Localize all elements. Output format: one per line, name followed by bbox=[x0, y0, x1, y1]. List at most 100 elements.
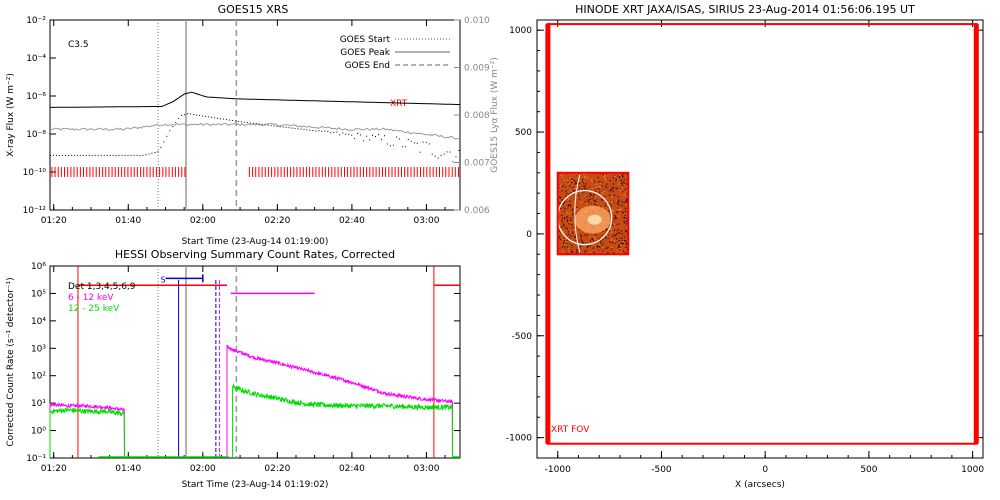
hessi-ytick-label: 10⁻¹ bbox=[26, 454, 46, 464]
xrt-image-speckle bbox=[612, 209, 614, 211]
xrt-image-speckle bbox=[596, 246, 598, 248]
xrt-image-speckle bbox=[601, 244, 603, 246]
xrt-image-speckle bbox=[570, 232, 572, 235]
xrt-image-speckle bbox=[593, 199, 595, 201]
xrt-image-speckle bbox=[572, 212, 574, 215]
xrt-image-speckle bbox=[565, 227, 567, 229]
goes-short-point bbox=[294, 127, 296, 129]
hessi-band1-series bbox=[226, 344, 453, 458]
xrt-image-speckle bbox=[609, 241, 611, 243]
xrt-image-speckle bbox=[623, 213, 625, 215]
xrt-image-speckle bbox=[572, 210, 574, 212]
xrt-image-speckle bbox=[619, 175, 621, 177]
xrt-image-speckle bbox=[589, 236, 591, 238]
xrt-image-speckle bbox=[597, 195, 599, 197]
xrt-image-speckle bbox=[600, 206, 602, 208]
xrt-image-speckle bbox=[559, 196, 561, 198]
xrt-image-speckle bbox=[598, 246, 600, 248]
xrt-image-speckle bbox=[626, 240, 628, 242]
xrt-image-speckle bbox=[578, 197, 580, 199]
xrt-xtick-label: 1000 bbox=[961, 465, 984, 475]
goes-short-point bbox=[88, 154, 90, 156]
xrt-image-speckle bbox=[614, 215, 616, 217]
xrt-image-speckle bbox=[585, 183, 587, 185]
xrt-xtick-label: 500 bbox=[860, 465, 877, 475]
xrt-image-speckle bbox=[589, 199, 591, 201]
xrt-image-speckle bbox=[619, 246, 621, 248]
goes-short-point bbox=[315, 130, 317, 132]
xrt-image-speckle bbox=[586, 177, 588, 179]
xrt-image-speckle bbox=[603, 248, 606, 250]
xrt-image-speckle bbox=[621, 233, 623, 235]
hessi-xlabel: Start Time (23-Aug-14 01:19:02) bbox=[182, 480, 329, 490]
xrt-image-speckle bbox=[567, 180, 569, 182]
xrt-image-speckle bbox=[625, 231, 627, 233]
xrt-image-speckle bbox=[597, 176, 599, 178]
xrt-image-speckle bbox=[560, 184, 562, 187]
xrt-image-speckle bbox=[579, 192, 581, 194]
xrt-image-speckle bbox=[595, 188, 597, 190]
xrt-image-speckle bbox=[589, 200, 591, 202]
xrt-image-speckle bbox=[567, 247, 569, 249]
goes-short-point bbox=[222, 118, 224, 120]
xrt-panel: HINODE XRT JAXA/ISAS, SIRIUS 23-Aug-2014… bbox=[506, 3, 985, 490]
goes-short-point bbox=[449, 151, 451, 153]
goes-short-point bbox=[276, 125, 278, 127]
xrt-image-speckle bbox=[625, 246, 627, 248]
xrt-image-speckle bbox=[558, 211, 560, 213]
goes-short-point bbox=[404, 146, 406, 148]
xrt-image-speckle bbox=[574, 181, 577, 183]
xrt-image-speckle bbox=[605, 202, 607, 204]
goes-short-point bbox=[381, 138, 382, 140]
xrt-image-speckle bbox=[571, 224, 573, 226]
xrt-image-speckle bbox=[563, 225, 565, 227]
goes-y2tick-label: 0.010 bbox=[464, 16, 490, 26]
xrt-image-speckle bbox=[563, 202, 565, 204]
xrt-image-speckle bbox=[601, 182, 603, 184]
xrt-image-speckle bbox=[564, 233, 566, 235]
xrt-image-speckle bbox=[572, 227, 574, 229]
xrt-image-speckle bbox=[615, 242, 617, 244]
xrt-image-speckle bbox=[571, 246, 573, 248]
goes-short-point bbox=[103, 154, 105, 156]
xrt-image-speckle bbox=[595, 183, 597, 185]
xrt-image-speckle bbox=[617, 233, 619, 235]
xrt-image-speckle bbox=[613, 223, 615, 225]
xrt-image-speckle bbox=[572, 232, 574, 234]
goes-short-point bbox=[139, 154, 141, 156]
xrt-image-speckle bbox=[593, 251, 595, 253]
xrt-image-speckle bbox=[586, 190, 588, 192]
goes-xtick-label: 01:40 bbox=[115, 216, 141, 226]
xrt-image-speckle bbox=[574, 236, 576, 238]
xrt-image-speckle bbox=[625, 226, 627, 228]
xrt-image-speckle bbox=[606, 177, 608, 179]
xrt-image-speckle bbox=[624, 252, 626, 254]
goes-short-point bbox=[264, 124, 266, 126]
xrt-image-speckle bbox=[566, 219, 568, 221]
xrt-image-speckle bbox=[575, 208, 577, 210]
xrt-image-speckle bbox=[567, 198, 570, 200]
goes-short-point bbox=[407, 139, 409, 140]
xrt-image-speckle bbox=[626, 185, 628, 187]
xrt-image-speckle bbox=[574, 183, 576, 185]
xrt-image-speckle bbox=[596, 205, 598, 207]
hessi-title: HESSI Observing Summary Count Rates, Cor… bbox=[115, 248, 395, 261]
xrt-image-speckle bbox=[626, 193, 628, 195]
xrt-image-speckle bbox=[566, 192, 568, 195]
goes-short-point bbox=[395, 136, 397, 138]
goes-short-point bbox=[258, 123, 260, 125]
xrt-image-speckle bbox=[576, 180, 578, 182]
goes-short-point bbox=[231, 120, 233, 121]
xrt-image-speckle bbox=[613, 240, 615, 242]
xrt-image-speckle bbox=[602, 192, 604, 194]
xrt-image-speckle bbox=[598, 239, 600, 241]
goes-lya-series bbox=[49, 122, 461, 140]
xrt-image-speckle bbox=[578, 180, 581, 182]
xrt-image-speckle bbox=[595, 200, 597, 203]
goes-short-point bbox=[94, 154, 96, 156]
xrt-image-speckle bbox=[621, 211, 623, 213]
goes-short-point bbox=[455, 156, 457, 158]
xrt-image-speckle bbox=[610, 238, 613, 240]
xrt-image-speckle bbox=[580, 201, 582, 203]
